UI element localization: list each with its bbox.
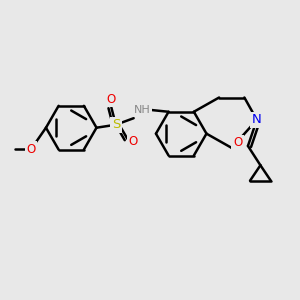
Text: O: O xyxy=(128,135,138,148)
Text: S: S xyxy=(112,118,120,131)
Text: O: O xyxy=(26,142,36,156)
Text: N: N xyxy=(252,113,262,126)
Text: O: O xyxy=(107,93,116,106)
Text: NH: NH xyxy=(134,105,150,115)
Text: O: O xyxy=(233,136,242,149)
